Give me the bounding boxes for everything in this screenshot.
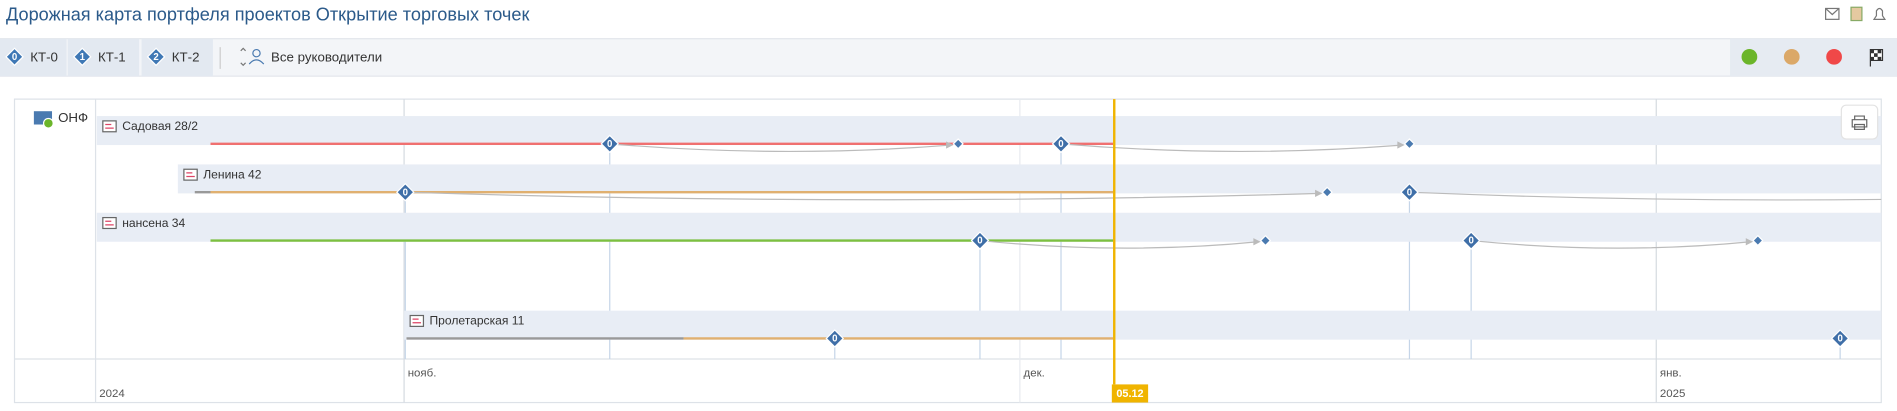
forecast-milestone (1321, 186, 1333, 198)
year-label: 2024 (99, 388, 125, 400)
timeline-grid: нояб. дек. янв. 2024 2025 (99, 99, 1686, 403)
project-row: Пролетарская 11 0 0 (404, 310, 1882, 360)
project-icon[interactable] (102, 120, 117, 133)
status-green[interactable] (1741, 48, 1758, 65)
project-bar (96, 116, 1882, 146)
gantt-frame (13, 98, 1882, 404)
project-icon-lines (412, 318, 422, 324)
project-icon[interactable] (183, 168, 198, 181)
person-icon (252, 48, 261, 58)
milestone-badge[interactable]: 0 (1837, 334, 1842, 345)
status-panel (1730, 38, 1897, 77)
checkpoint-icon (146, 47, 166, 67)
forecast-milestone (952, 138, 964, 150)
mail-flap (1825, 8, 1840, 16)
forecast-arrow (1397, 141, 1405, 149)
checkpoint-buttons: 0 КТ-0 1 КТ-1 2 КТ-2 (0, 38, 213, 77)
project-icon-lines (105, 123, 114, 129)
checkpoint-label: КТ-0 (30, 50, 58, 65)
milestone (1461, 231, 1481, 250)
status-orange[interactable] (1783, 48, 1800, 65)
project-icon[interactable] (409, 314, 425, 327)
print-button[interactable] (1840, 104, 1879, 140)
bell-icon[interactable] (1872, 7, 1887, 20)
milestone (395, 182, 415, 202)
project-name[interactable]: Садовая 28/2 (122, 119, 198, 133)
today-label: 05.12 (1116, 388, 1143, 400)
milestone-badge[interactable]: 0 (403, 187, 408, 198)
forecast-arrow (1745, 238, 1754, 246)
project-icon[interactable] (102, 216, 117, 230)
checkpoint-label: КТ-1 (98, 50, 126, 65)
checkpoint-icon (5, 47, 24, 67)
project-icon-lines (186, 172, 195, 178)
person-body (248, 59, 265, 65)
today-badge (1111, 384, 1149, 403)
group-label: ОНФ (58, 110, 88, 125)
forecast-curve (1471, 239, 1751, 249)
milestone-badge[interactable]: 0 (607, 139, 612, 150)
milestone (825, 329, 845, 348)
status-red[interactable] (1826, 48, 1842, 65)
milestone (600, 134, 620, 154)
milestone-badge[interactable]: 0 (977, 236, 982, 247)
forecast-curve (1060, 143, 1403, 153)
manager-filter[interactable]: Все руководители (271, 50, 382, 65)
milestone-badge[interactable]: 0 (1468, 236, 1473, 247)
milestone (970, 231, 990, 250)
checkpoint-badge: 2 (153, 52, 158, 63)
forecast-curve (405, 191, 1320, 201)
sort-icon (240, 47, 247, 67)
milestone (1830, 329, 1850, 348)
year-label: 2025 (1660, 388, 1686, 400)
checkpoint-icon (72, 47, 92, 67)
milestone-badge[interactable]: 0 (1058, 139, 1063, 150)
project-bar (96, 212, 1882, 242)
forecast-arrow (946, 141, 954, 149)
forecast-milestone (1403, 138, 1416, 150)
forecast-milestone (1752, 234, 1764, 247)
project-name[interactable]: Ленина 42 (203, 167, 262, 181)
month-label: нояб. (408, 368, 437, 380)
header-icons[interactable] (1825, 6, 1887, 22)
milestone-badge[interactable]: 0 (832, 334, 837, 345)
status-filters (1730, 38, 1897, 77)
forecast-curve (609, 143, 951, 153)
month-label: янв. (1660, 368, 1682, 380)
flag-checks (1870, 49, 1882, 61)
project-bar (404, 310, 1882, 340)
page-title: Дорожная карта портфеля проектов Открыти… (6, 5, 530, 25)
project-row: Садовая 28/2 0 0 (96, 116, 1882, 360)
checkpoint-label: КТ-2 (172, 50, 200, 65)
print-icon (1851, 115, 1868, 130)
project-row: нансена 34 0 0 (96, 212, 1882, 360)
milestone-badge[interactable]: 0 (1407, 187, 1412, 198)
milestone (1051, 134, 1071, 154)
project-name[interactable]: нансена 34 (122, 216, 185, 230)
forecast-curve (979, 239, 1259, 249)
milestone (1400, 182, 1419, 202)
project-icon-lines (105, 220, 114, 226)
forecast-milestone (1259, 234, 1272, 247)
checkpoint-badge: 0 (12, 52, 17, 63)
toolbar (0, 38, 1897, 77)
forecast-curve (1409, 191, 1882, 201)
project-name[interactable]: Пролетарская 11 (429, 314, 524, 328)
checkpoint-badge: 1 (80, 52, 86, 63)
month-label: дек. (1024, 368, 1045, 380)
forecast-arrow (1253, 238, 1261, 246)
portfolio-status (42, 117, 54, 129)
project-bar (177, 164, 1882, 194)
mail-icon[interactable] (1825, 7, 1840, 20)
forecast-arrow (1315, 189, 1323, 198)
calendar-icon[interactable] (1850, 6, 1863, 22)
